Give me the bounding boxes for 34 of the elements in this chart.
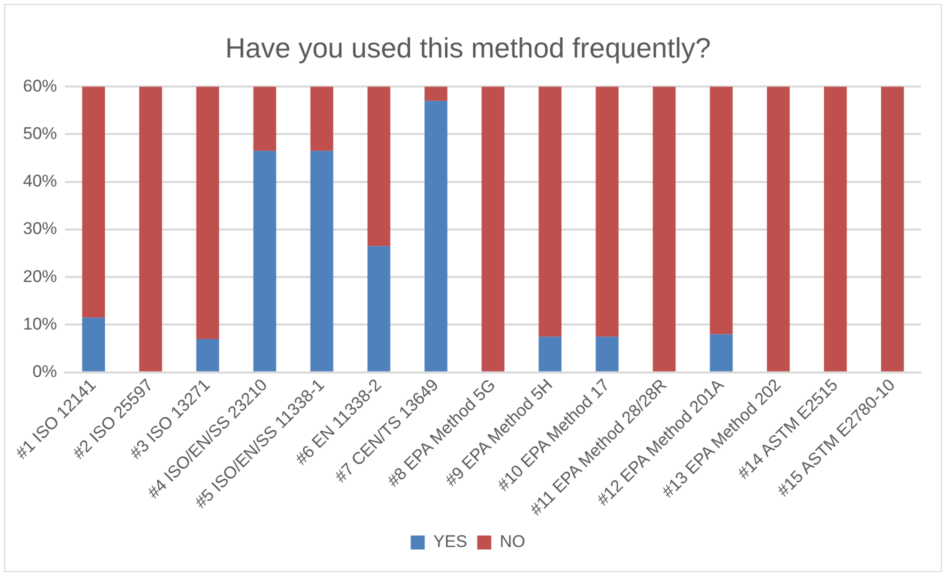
y-tick-label: 50% (22, 124, 58, 143)
bar (310, 86, 334, 151)
bar (652, 86, 676, 372)
bar (766, 86, 790, 372)
chart-title: Have you used this method frequently? (225, 32, 711, 64)
bar (424, 100, 448, 372)
bar (310, 150, 334, 372)
legend-label: NO (500, 532, 526, 552)
bar (253, 86, 276, 151)
bar (596, 86, 619, 337)
legend-label: YES (433, 532, 468, 552)
bar (367, 246, 390, 372)
y-tick-label: 0% (32, 362, 58, 382)
bar (196, 339, 220, 372)
y-tick-label: 10% (22, 314, 58, 334)
bar (482, 86, 504, 372)
bar (196, 86, 220, 340)
bar (367, 86, 390, 246)
bar (82, 86, 105, 318)
bar (253, 150, 276, 372)
bar (424, 86, 448, 101)
bar (139, 86, 162, 372)
bar (538, 86, 562, 337)
y-tick-label: 20% (22, 266, 58, 286)
bar (538, 336, 562, 372)
bar (82, 318, 105, 372)
bar (710, 86, 733, 334)
bar (710, 334, 733, 372)
y-tick-label: 30% (22, 219, 58, 238)
y-tick-label: 60% (22, 76, 58, 96)
bar (824, 86, 847, 372)
bar (881, 86, 904, 372)
y-tick-label: 40% (22, 172, 58, 191)
bar (596, 336, 619, 372)
